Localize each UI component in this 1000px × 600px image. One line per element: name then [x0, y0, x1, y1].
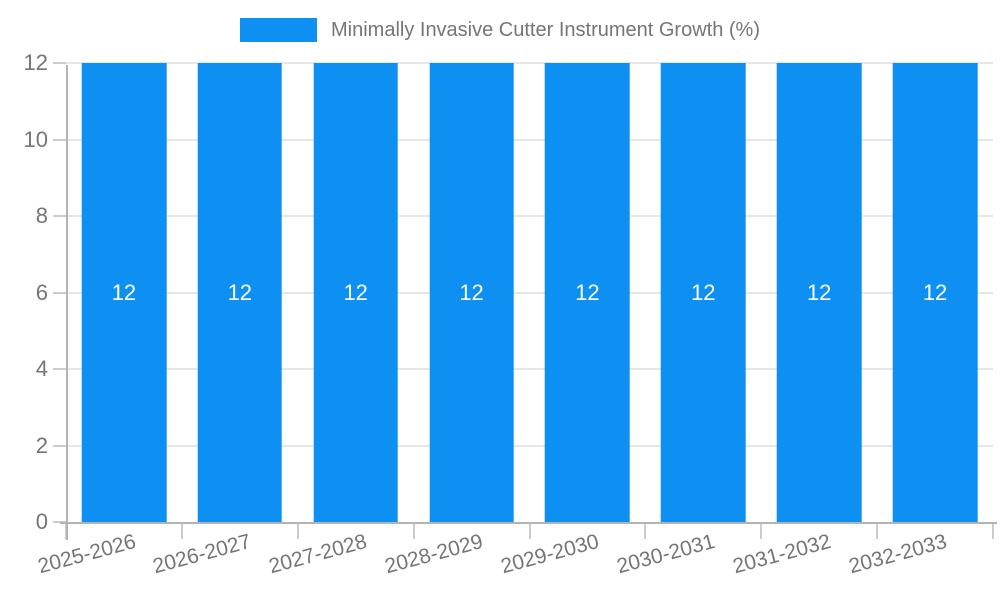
y-tick-label: 4	[35, 356, 48, 382]
y-axis-tick	[53, 215, 66, 218]
y-axis-tick	[53, 368, 66, 371]
bar-value-label: 12	[459, 279, 484, 305]
y-tick-label: 8	[35, 203, 48, 229]
bar-value-label: 12	[922, 279, 948, 305]
gridline	[66, 215, 993, 218]
bar[interactable]: 12	[313, 63, 398, 522]
legend-swatch	[239, 18, 317, 42]
bar[interactable]: 12	[81, 63, 167, 522]
legend: Minimally Invasive Cutter Instrument Gro…	[0, 18, 1000, 42]
bar-value-label: 12	[227, 279, 253, 305]
bar-value-label: 12	[575, 279, 600, 305]
y-axis-tick	[53, 291, 66, 294]
plot-area: 12 12 12 12 12 12 12 12	[53, 62, 997, 540]
bar-value-label: 12	[806, 279, 832, 305]
y-tick-label: 0	[35, 509, 48, 534]
x-axis-tick	[992, 522, 994, 539]
bar-value-label: 12	[691, 279, 716, 305]
gridline	[66, 62, 993, 64]
y-axis-tick	[53, 444, 66, 447]
gridline	[66, 138, 993, 141]
bar[interactable]: 12	[545, 63, 630, 522]
y-tick-label: 12	[23, 50, 48, 75]
x-tick-label: 2031-2032	[730, 530, 834, 579]
gridline	[66, 444, 993, 447]
x-tick-label: 2028-2029	[382, 530, 486, 579]
bar[interactable]: 12	[661, 63, 746, 522]
x-axis-tick	[296, 522, 299, 539]
legend-label: Minimally Invasive Cutter Instrument Gro…	[330, 18, 760, 41]
y-tick-label: 6	[35, 279, 48, 305]
x-tick-label: 2032-2033	[846, 530, 950, 579]
bar-value-label: 12	[343, 279, 368, 305]
x-tick-label: 2027-2028	[266, 530, 370, 579]
x-tick-label: 2029-2030	[498, 530, 602, 579]
x-axis-line	[60, 522, 997, 524]
bar[interactable]: 12	[892, 63, 978, 522]
x-tick-label: 2025-2026	[34, 530, 138, 579]
gridline	[66, 368, 993, 371]
bar[interactable]: 12	[429, 63, 514, 522]
x-tick-label: 2030-2031	[614, 530, 718, 579]
x-axis-labels: 2025-2026 2026-2027 2027-2028 2028-2029 2029…	[35, 530, 993, 600]
x-axis-tick	[644, 522, 647, 539]
bar-value-label: 12	[111, 279, 137, 305]
x-tick-label: 2026-2027	[150, 530, 254, 579]
y-axis-tick	[53, 62, 66, 64]
bar[interactable]: 12	[776, 63, 862, 522]
y-axis-tick	[53, 521, 66, 523]
bar[interactable]: 12	[197, 63, 283, 522]
x-axis-tick	[876, 522, 879, 539]
y-axis-labels: 0 2 4 6 8 10 12	[0, 51, 48, 534]
x-axis-tick	[412, 522, 415, 539]
y-axis-tick	[53, 138, 66, 141]
x-axis-tick	[760, 522, 763, 539]
gridline	[66, 291, 993, 294]
y-tick-label: 10	[23, 126, 48, 152]
y-tick-label: 2	[35, 432, 48, 458]
y-axis-line	[66, 65, 68, 540]
x-axis-tick	[180, 522, 183, 539]
x-axis-tick	[528, 522, 531, 539]
